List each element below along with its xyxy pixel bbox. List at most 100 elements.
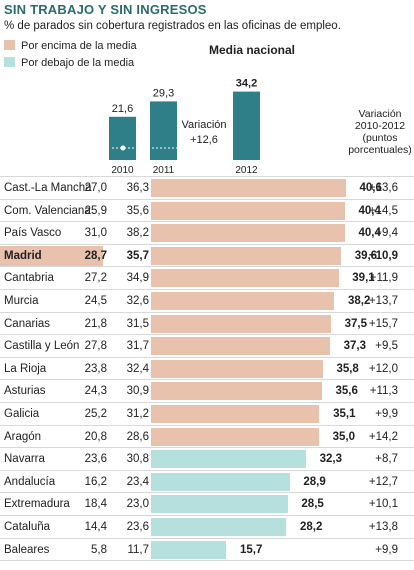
table-row: Andalucía 16,2 23,4 28,9 +12,7: [0, 469, 414, 493]
variation-header-line-4: porcentuales): [348, 144, 412, 156]
value-2012: 32,3: [319, 453, 343, 466]
bar-2012: [151, 224, 345, 243]
table-row: Galicia 25,2 31,2 35,1 +9,9: [0, 402, 414, 425]
value-2011: 36,3: [126, 182, 149, 194]
value-2010: 20,8: [84, 430, 107, 443]
value-2010: 25,9: [84, 204, 107, 217]
table-row: Com. Valenciana 25,9 35,6 40,4 +14,5: [0, 198, 414, 222]
value-2011: 30,9: [126, 385, 149, 398]
table-row: Asturias 24,3 30,9 35,6 +11,3: [0, 379, 414, 402]
variation-value: +14,2: [368, 430, 398, 443]
bar-2012: [151, 314, 331, 333]
national-bar-2011: [150, 101, 177, 160]
table-row: Canarias 21,8 31,5 37,5 +15,7: [0, 311, 414, 335]
national-value-2010: 21,6: [112, 103, 133, 115]
value-2012: 28,9: [303, 475, 326, 488]
value-2011: 23,6: [126, 521, 149, 533]
variation-value: +12,7: [368, 475, 398, 488]
variation-value: +9,4: [375, 227, 398, 240]
variation-value: +11,3: [369, 385, 398, 398]
value-2010: 25,2: [84, 408, 107, 420]
variation-value: +8,7: [375, 453, 398, 466]
table-row: Aragón 20,8 28,6 35,0 +14,2: [0, 424, 414, 448]
variation-value: +9,9: [375, 408, 398, 420]
table-bottom-rule: [0, 560, 414, 562]
value-2012: 35,6: [335, 385, 358, 398]
variation-value: +13,6: [368, 182, 398, 194]
variation-value: +11,9: [369, 272, 398, 285]
value-2010: 27,8: [84, 340, 107, 353]
bar-2012: [151, 450, 307, 469]
value-2012: 15,7: [239, 543, 263, 556]
value-2010: 24,5: [84, 295, 107, 307]
value-2010: 16,2: [84, 475, 107, 488]
bar-2012: [151, 359, 323, 378]
national-year-2011: 2011: [153, 165, 175, 176]
value-2011: 35,6: [126, 204, 149, 217]
value-2012: 40,4: [358, 227, 381, 240]
value-2011: 32,4: [126, 362, 149, 375]
value-2010: 18,4: [84, 498, 107, 511]
legend-label-below: Por debajo de la media: [21, 57, 135, 69]
national-bar-2012: [233, 91, 260, 160]
region-name: Galicia: [4, 408, 40, 420]
chart-title: SIN TRABAJO Y SIN INGRESOS: [4, 2, 207, 17]
table-row: Navarra 23,6 30,8 32,3 +8,7: [0, 447, 414, 470]
region-name: Canarias: [4, 317, 51, 330]
legend-label-above: Por encima de la media: [21, 40, 137, 52]
region-name: Andalucía: [4, 475, 56, 488]
value-2012: 35,1: [333, 408, 356, 420]
variation-value: +14,5: [368, 204, 398, 217]
variation-header-line-1: Variación: [358, 108, 402, 120]
value-2010: 5,8: [91, 543, 107, 556]
variation-value: +12,0: [368, 362, 398, 375]
value-2010: 31,0: [84, 227, 107, 240]
value-2011: 11,7: [127, 543, 149, 556]
national-title: Media nacional: [209, 43, 295, 57]
region-name: La Rioja: [4, 362, 47, 375]
variation-start-dot: [120, 145, 126, 151]
bar-2012: [151, 427, 319, 446]
region-name: Cast.-La Mancha: [4, 182, 92, 194]
region-name: Baleares: [4, 543, 50, 556]
bar-2012: [151, 292, 335, 310]
value-2011: 32,6: [126, 295, 149, 307]
chart-subtitle: % de parados sin cobertura registrados e…: [4, 20, 341, 32]
region-name: Cataluña: [4, 521, 51, 533]
variation-header-line-3: (puntos: [362, 132, 398, 144]
value-2012: 40,6: [359, 182, 382, 194]
bar-2012: [151, 179, 346, 197]
table-row: La Rioja 23,8 32,4 35,8 +12,0: [0, 356, 414, 380]
region-name: Extremadura: [4, 498, 70, 511]
value-2012: 40,4: [358, 204, 381, 217]
value-2012: 38,2: [347, 295, 371, 307]
value-2010: 27,0: [84, 182, 107, 194]
value-2012: 39,6: [354, 249, 378, 262]
variation-value: +10,9: [368, 249, 398, 262]
value-2011: 28,6: [126, 430, 149, 443]
national-year-2010: 2010: [111, 165, 134, 176]
value-2012: 39,1: [352, 272, 375, 285]
value-2012: 35,0: [332, 430, 355, 443]
value-2012: 35,8: [336, 362, 359, 375]
table-row: Castilla y León 27,8 31,7 37,3 +9,5: [0, 334, 414, 357]
variation-value: +9,9: [375, 543, 398, 556]
table-row: Extremadura 18,4 23,0 28,5 +10,1: [0, 492, 414, 515]
value-2010: 28,7: [84, 249, 107, 262]
region-name: Asturias: [4, 385, 46, 398]
bar-2012: [151, 518, 287, 536]
region-name: Castilla y León: [4, 340, 80, 353]
value-2012: 28,2: [299, 521, 323, 533]
value-2012: 28,5: [301, 498, 324, 511]
table-row: Cast.-La Mancha 27,0 36,3 40,6 +13,6: [0, 176, 414, 199]
bar-2012: [151, 472, 290, 491]
region-name: Cantabria: [4, 272, 54, 285]
legend-swatch-above: [4, 40, 15, 50]
legend-swatch-below: [4, 57, 15, 67]
value-2010: 14,4: [84, 521, 107, 533]
value-2011: 38,2: [126, 227, 149, 240]
bar-2012: [151, 382, 322, 401]
region-name: Navarra: [4, 453, 45, 466]
table-row: Madrid 28,7 35,7 39,6 +10,9: [0, 243, 414, 267]
variation-value: +15,7: [368, 317, 398, 330]
